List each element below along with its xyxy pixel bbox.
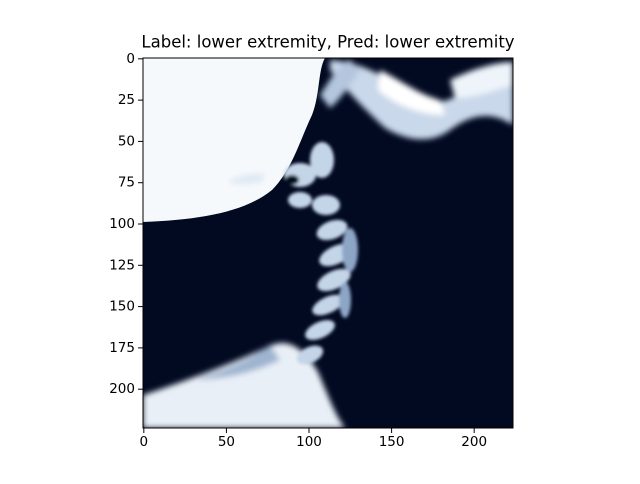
x-tick-label: 100 (296, 434, 322, 450)
y-tick-label: 175 (109, 340, 135, 356)
y-tick-label: 100 (109, 216, 135, 232)
y-tick-label: 0 (126, 51, 135, 67)
x-tick-label: 150 (379, 434, 405, 450)
y-tick-label: 25 (118, 92, 135, 108)
y-tick-label: 200 (109, 381, 135, 397)
x-tick-label: 200 (461, 434, 487, 450)
image (143, 58, 513, 428)
chart-title: Label: lower extremity, Pred: lower extr… (141, 33, 514, 52)
y-tick-label: 50 (118, 133, 135, 149)
y-tick-label: 125 (109, 257, 135, 273)
y-tick-label: 150 (109, 299, 135, 315)
x-tick-label: 50 (218, 434, 235, 450)
axes-frame (142, 57, 514, 429)
x-tick-label: 0 (140, 434, 149, 450)
y-tick-label: 75 (118, 175, 135, 191)
